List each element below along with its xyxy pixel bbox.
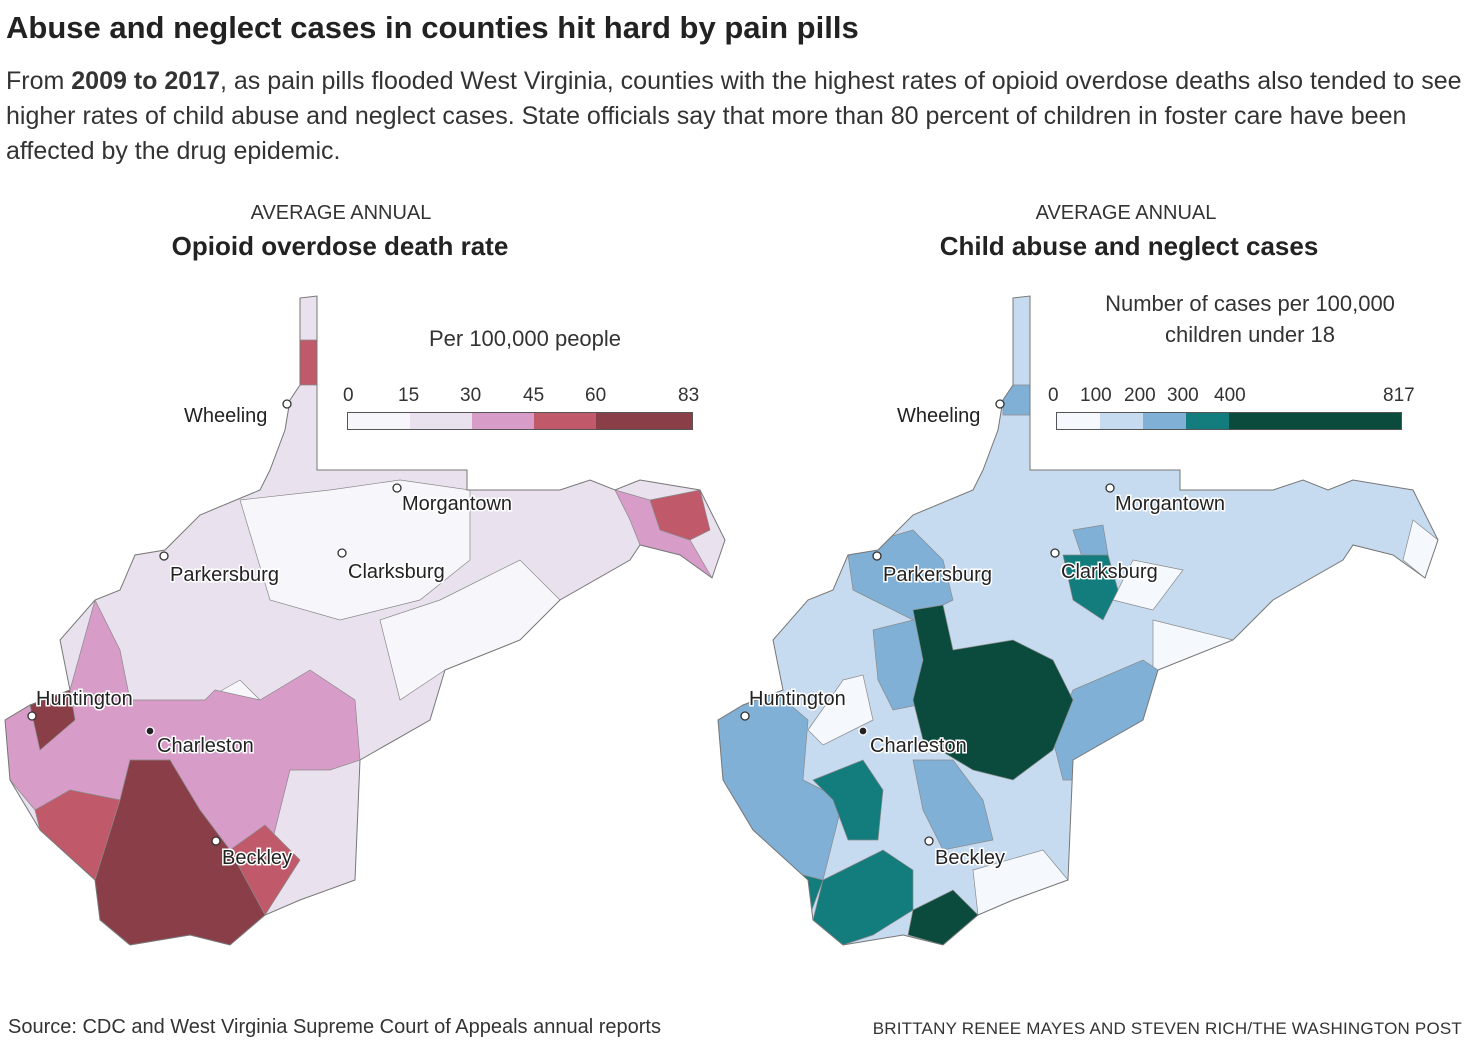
city-label-wheeling: Wheeling (897, 405, 980, 427)
legend-tick: 83 (678, 385, 700, 406)
city-marker-morgantown (1105, 483, 1115, 493)
legend-swatch (1229, 413, 1401, 429)
county-region (912, 604, 1074, 781)
legend-swatch (533, 413, 596, 429)
legend-tick: 30 (460, 385, 482, 406)
county-region (239, 479, 471, 621)
city-label-huntington: Huntington (749, 688, 846, 710)
legend-tick: 300 (1167, 385, 1199, 406)
city-label-morgantown: Morgantown (402, 493, 512, 515)
city-marker-beckley (211, 836, 221, 846)
city-marker-parkersburg (159, 551, 169, 561)
legend-tick: 0 (343, 385, 354, 406)
city-label-charleston: Charleston (157, 735, 254, 757)
opioid-death-rate-map: Wheeling Morgantown Parkersburg Clarksburg H… (4, 295, 726, 946)
city-label-huntington: Huntington (36, 688, 133, 710)
legend-swatch (409, 413, 472, 429)
city-marker-charleston (145, 726, 155, 736)
legend-swatch (1057, 413, 1100, 429)
right-legend-title-line2: children under 18 (1164, 322, 1335, 347)
left-map-title: Opioid overdose death rate (171, 231, 509, 261)
credit-line: BRITTANY RENEE MAYES AND STEVEN RICH/THE… (872, 1019, 1462, 1038)
legend-tick: 60 (585, 385, 607, 406)
source-note: Source: CDC and West Virginia Supreme Co… (8, 1016, 661, 1038)
city-marker-huntington (740, 711, 750, 721)
dek-bold: 2009 to 2017 (71, 67, 220, 95)
city-marker-clarksburg (337, 548, 347, 558)
legend-tick: 200 (1124, 385, 1156, 406)
city-label-clarksburg: Clarksburg (1061, 561, 1158, 583)
city-label-beckley: Beckley (935, 847, 1005, 869)
city-marker-wheeling (995, 399, 1005, 409)
right-map-kicker: AVERAGE ANNUAL (1035, 202, 1217, 224)
county-region (912, 759, 994, 851)
dek: From 2009 to 2017, as pain pills flooded… (6, 64, 1471, 169)
city-label-clarksburg: Clarksburg (348, 561, 445, 583)
county-region (649, 489, 711, 541)
page-title: Abuse and neglect cases in counties hit … (6, 10, 859, 45)
left-legend-bar (347, 412, 693, 430)
legend-swatch (595, 413, 692, 429)
legend-swatch (348, 413, 410, 429)
city-label-beckley: Beckley (222, 847, 292, 869)
right-map-title: Child abuse and neglect cases (939, 231, 1319, 261)
city-label-wheeling: Wheeling (184, 405, 267, 427)
city-marker-huntington (27, 711, 37, 721)
legend-tick: 817 (1383, 385, 1415, 406)
state-base (718, 296, 1438, 945)
right-legend-title: Number of cases per 100,000 children und… (1070, 288, 1430, 350)
legend-tick: 15 (398, 385, 420, 406)
state-outline (717, 295, 1439, 946)
city-marker-parkersburg (872, 551, 882, 561)
legend-tick: 45 (523, 385, 545, 406)
dek-post: , as pain pills flooded West Virginia, c… (6, 67, 1462, 165)
county-region (812, 759, 884, 841)
county-region (1062, 554, 1119, 621)
city-label-parkersburg: Parkersburg (170, 564, 279, 586)
city-marker-wheeling (282, 399, 292, 409)
left-map-kicker: AVERAGE ANNUAL (250, 202, 432, 224)
right-legend-bar (1056, 412, 1402, 430)
legend-tick: 100 (1080, 385, 1112, 406)
city-marker-morgantown (392, 483, 402, 493)
county-region (807, 674, 874, 746)
county-region (1112, 559, 1184, 611)
right-legend-title-line1: Number of cases per 100,000 (1105, 291, 1395, 316)
left-legend: 0 15 30 45 60 83 (343, 385, 699, 430)
city-marker-beckley (924, 836, 934, 846)
dek-pre: From (6, 67, 72, 95)
child-abuse-cases-map: Wheeling Morgantown Parkersburg Clarksburg H… (717, 295, 1439, 946)
legend-swatch (1143, 413, 1186, 429)
state-outline (4, 295, 726, 946)
legend-swatch (1100, 413, 1143, 429)
right-legend: 0 100 200 300 400 817 (1048, 385, 1415, 430)
city-label-charleston: Charleston (870, 735, 967, 757)
county-region (1002, 384, 1034, 416)
city-marker-charleston (858, 726, 868, 736)
legend-tick: 0 (1048, 385, 1059, 406)
city-label-parkersburg: Parkersburg (883, 564, 992, 586)
city-label-morgantown: Morgantown (1115, 493, 1225, 515)
city-marker-clarksburg (1050, 548, 1060, 558)
legend-swatch (1186, 413, 1229, 429)
left-legend-title: Per 100,000 people (428, 326, 622, 351)
legend-tick: 400 (1214, 385, 1246, 406)
legend-swatch (471, 413, 534, 429)
county-region (289, 339, 321, 386)
